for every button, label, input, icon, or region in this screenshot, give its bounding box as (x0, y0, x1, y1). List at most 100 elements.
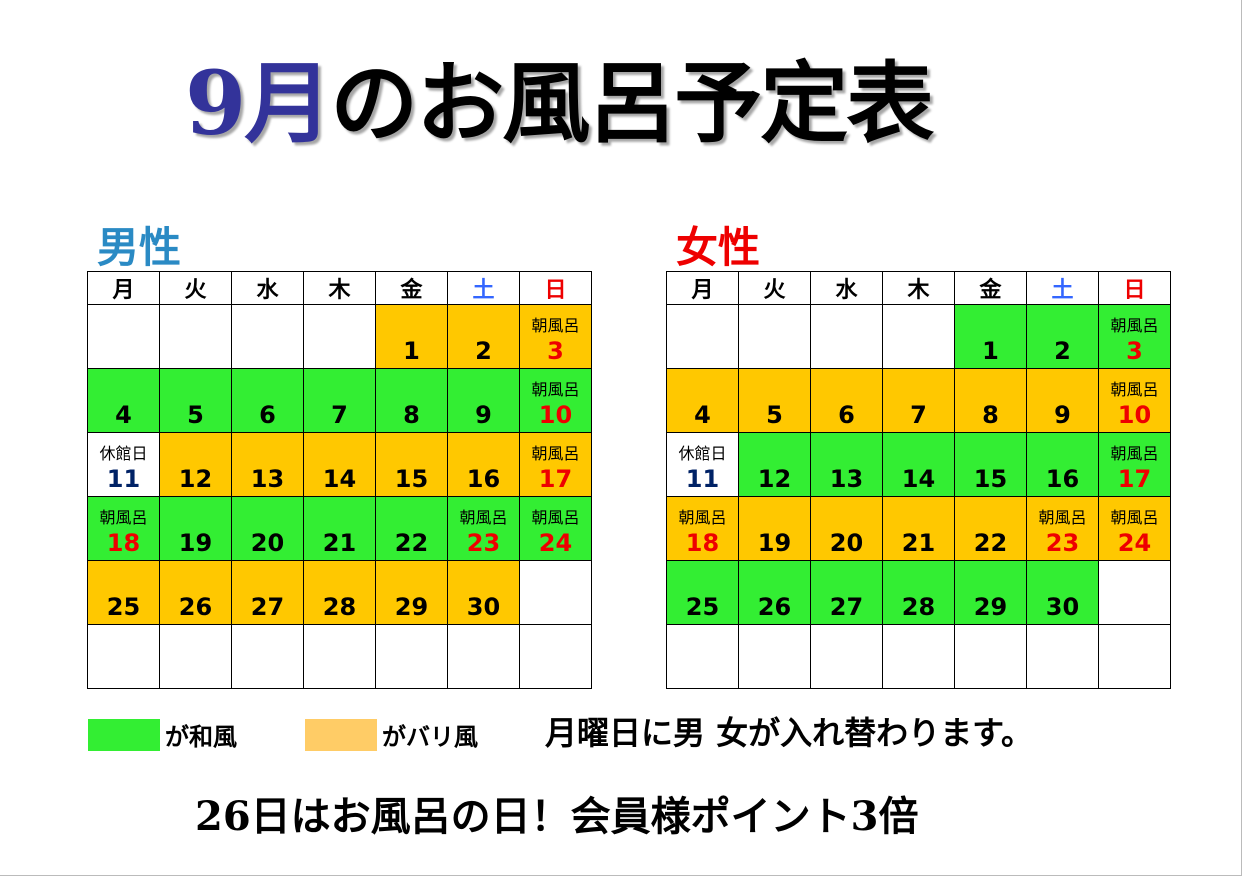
day-number: 21 (322, 529, 357, 557)
calendar-day-cell: 朝風呂 17 (519, 432, 592, 497)
calendar-day-cell: 28 (882, 560, 955, 625)
calendar-day-cell (87, 304, 160, 369)
morning-bath-note: 朝風呂 (459, 508, 508, 527)
day-number: 4 (115, 401, 132, 429)
calendar-day-cell: 16 (447, 432, 520, 497)
calendar-day-cell: 25 (666, 560, 739, 625)
morning-bath-note: 朝風呂 (1110, 316, 1159, 335)
calendar-day-cell: 29 (954, 560, 1027, 625)
calendar-day-cell: 29 (375, 560, 448, 625)
day-number: 24 (1117, 529, 1152, 557)
calendar-day-cell (303, 304, 376, 369)
calendar-day-cell: 9 (1026, 368, 1099, 433)
calendar-week-row: 1 2 朝風呂 3 (666, 304, 1171, 369)
morning-bath-note: 朝風呂 (1110, 444, 1159, 463)
day-number: 24 (538, 529, 573, 557)
day-number: 16 (466, 465, 501, 493)
calendar-day-cell (1026, 624, 1099, 689)
weekday-header: 日 (1098, 271, 1171, 305)
day-number: 15 (973, 465, 1008, 493)
weekday-header: 月 (666, 271, 739, 305)
weekday-header: 木 (882, 271, 955, 305)
day-number: 3 (547, 337, 564, 365)
day-number: 4 (694, 401, 711, 429)
day-number: 19 (178, 529, 213, 557)
calendar-day-cell: 朝風呂 24 (519, 496, 592, 561)
calendar-week-row: 朝風呂 18 19 20 21 22 朝風呂 23 朝風呂 24 (87, 496, 592, 561)
calendar-day-cell: 13 (810, 432, 883, 497)
day-number: 5 (187, 401, 204, 429)
day-number: 28 (901, 593, 936, 621)
calendar-day-cell (1098, 624, 1171, 689)
calendar-day-cell (87, 624, 160, 689)
day-number: 27 (829, 593, 864, 621)
calendar-day-cell: 朝風呂 24 (1098, 496, 1171, 561)
calendar-day-cell: 朝風呂 3 (1098, 304, 1171, 369)
calendar-day-cell: 5 (159, 368, 232, 433)
weekday-header: 火 (159, 271, 232, 305)
calendar-day-cell: 2 (1026, 304, 1099, 369)
weekday-header: 水 (231, 271, 304, 305)
calendar-day-cell: 12 (738, 432, 811, 497)
day-number: 17 (538, 465, 573, 493)
calendar-day-cell: 6 (231, 368, 304, 433)
day-number: 5 (766, 401, 783, 429)
calendar-day-cell: 21 (882, 496, 955, 561)
calendar-day-cell: 30 (1026, 560, 1099, 625)
morning-bath-note: 朝風呂 (1038, 508, 1087, 527)
day-number: 18 (106, 529, 141, 557)
calendar-day-cell (303, 624, 376, 689)
day-number: 13 (250, 465, 285, 493)
day-number: 21 (901, 529, 936, 557)
calendar-day-cell: 8 (954, 368, 1027, 433)
calendar-day-cell: 21 (303, 496, 376, 561)
day-number: 1 (403, 337, 420, 365)
calendar-day-cell: 16 (1026, 432, 1099, 497)
calendar-day-cell (231, 624, 304, 689)
calendar-day-cell: 20 (231, 496, 304, 561)
day-number: 6 (259, 401, 276, 429)
day-number: 23 (1045, 529, 1080, 557)
weekday-header: 火 (738, 271, 811, 305)
calendar-day-cell: 朝風呂 10 (1098, 368, 1171, 433)
calendar-day-cell (738, 304, 811, 369)
calendar-day-cell: 27 (810, 560, 883, 625)
morning-bath-note: 朝風呂 (531, 380, 580, 399)
men-calendar: 月火水木金土日 1 2 朝風呂 3 4 5 6 7 8 9 朝風呂 10 休館日 11 12 13 14 15 16 朝… (87, 271, 592, 689)
morning-bath-note: 朝風呂 (531, 444, 580, 463)
day-number: 20 (250, 529, 285, 557)
day-number: 20 (829, 529, 864, 557)
calendar-day-cell: 1 (954, 304, 1027, 369)
calendar-day-cell (1098, 560, 1171, 625)
calendar-day-cell (810, 304, 883, 369)
day-number: 12 (178, 465, 213, 493)
weekday-header: 土 (447, 271, 520, 305)
calendar-day-cell (954, 624, 1027, 689)
calendar-day-cell (666, 624, 739, 689)
calendar-day-cell (231, 304, 304, 369)
calendar-day-cell: 2 (447, 304, 520, 369)
calendar-day-cell: 22 (375, 496, 448, 561)
morning-bath-note: 朝風呂 (531, 508, 580, 527)
day-number: 11 (685, 465, 720, 493)
day-number: 22 (394, 529, 429, 557)
calendar-week-row: 4 5 6 7 8 9 朝風呂 10 (87, 368, 592, 433)
day-number: 16 (1045, 465, 1080, 493)
day-number: 3 (1126, 337, 1143, 365)
calendar-week-row (666, 624, 1171, 689)
weekday-header-row: 月火水木金土日 (666, 271, 1171, 305)
calendar-day-cell: 13 (231, 432, 304, 497)
day-number: 7 (331, 401, 348, 429)
women-calendar: 月火水木金土日 1 2 朝風呂 3 4 5 6 7 8 9 朝風呂 10 休館日 11 12 13 14 15 16 朝… (666, 271, 1171, 689)
weekday-header: 日 (519, 271, 592, 305)
calendar-day-cell: 26 (159, 560, 232, 625)
day-number: 18 (685, 529, 720, 557)
calendar-day-cell (738, 624, 811, 689)
day-number: 29 (394, 593, 429, 621)
day-number: 2 (475, 337, 492, 365)
calendar-day-cell: 休館日 11 (666, 432, 739, 497)
women-calendar-label: 女性 (676, 223, 761, 272)
legend-wa-label: が和風 (165, 723, 237, 751)
day-number: 10 (1117, 401, 1152, 429)
day-number: 29 (973, 593, 1008, 621)
